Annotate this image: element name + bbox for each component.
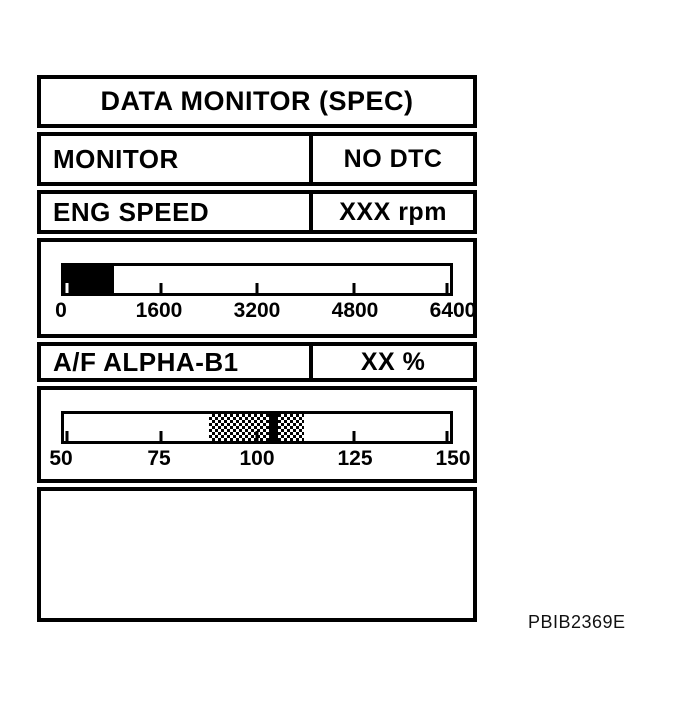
row-af-alpha: A/F ALPHA-B1 XX % — [37, 342, 477, 382]
tick-mark-0 — [65, 283, 69, 293]
tick-mark-6400 — [445, 283, 449, 293]
tick-mark-150 — [445, 431, 449, 441]
screen-title: DATA MONITOR (SPEC) — [100, 86, 414, 116]
tick-mark-50 — [65, 431, 69, 441]
row-eng-speed: ENG SPEED XXX rpm — [37, 190, 477, 234]
empty-panel — [37, 487, 477, 622]
af-alpha-label: A/F ALPHA-B1 — [41, 346, 314, 378]
eng-speed-gauge-panel: 0 1600 3200 4800 6400 — [37, 238, 477, 338]
scale-label: 1600 — [135, 299, 183, 322]
af-alpha-gauge-scale: 50 75 100 125 150 — [49, 447, 470, 473]
monitor-label: MONITOR — [41, 136, 314, 182]
tick-mark-1600 — [159, 283, 162, 293]
tick-mark-3200 — [255, 283, 259, 293]
af-alpha-value-marker — [268, 414, 278, 441]
tick-mark-125 — [352, 431, 355, 441]
scale-label: 75 — [147, 447, 171, 470]
scale-label: 125 — [337, 447, 373, 470]
eng-speed-label: ENG SPEED — [41, 194, 314, 230]
tick-mark-4800 — [352, 283, 355, 293]
af-alpha-gauge-bar — [61, 411, 453, 444]
scale-label: 50 — [49, 447, 73, 470]
screen-title-bar: DATA MONITOR (SPEC) — [37, 75, 477, 128]
eng-speed-value: XXX rpm — [339, 197, 447, 226]
eng-speed-gauge-fill — [64, 266, 115, 293]
data-monitor-screen: DATA MONITOR (SPEC) MONITOR NO DTC ENG S… — [37, 75, 477, 622]
scale-label: 150 — [435, 447, 471, 470]
scale-label: 6400 — [429, 299, 477, 322]
eng-speed-gauge-scale: 0 1600 3200 4800 6400 — [55, 299, 476, 325]
af-alpha-gauge-panel: 50 75 100 125 150 — [37, 386, 477, 483]
row-monitor: MONITOR NO DTC — [37, 132, 477, 186]
figure-code: PBIB2369E — [528, 612, 626, 632]
scale-label: 4800 — [331, 299, 379, 322]
eng-speed-gauge-bar — [61, 263, 453, 296]
tick-mark-100 — [255, 431, 259, 441]
monitor-value: NO DTC — [343, 144, 443, 173]
scale-label: 0 — [55, 299, 67, 322]
tick-mark-75 — [159, 431, 162, 441]
scale-label: 3200 — [233, 299, 281, 322]
scale-label: 100 — [239, 447, 275, 470]
af-alpha-value: XX % — [360, 347, 426, 376]
